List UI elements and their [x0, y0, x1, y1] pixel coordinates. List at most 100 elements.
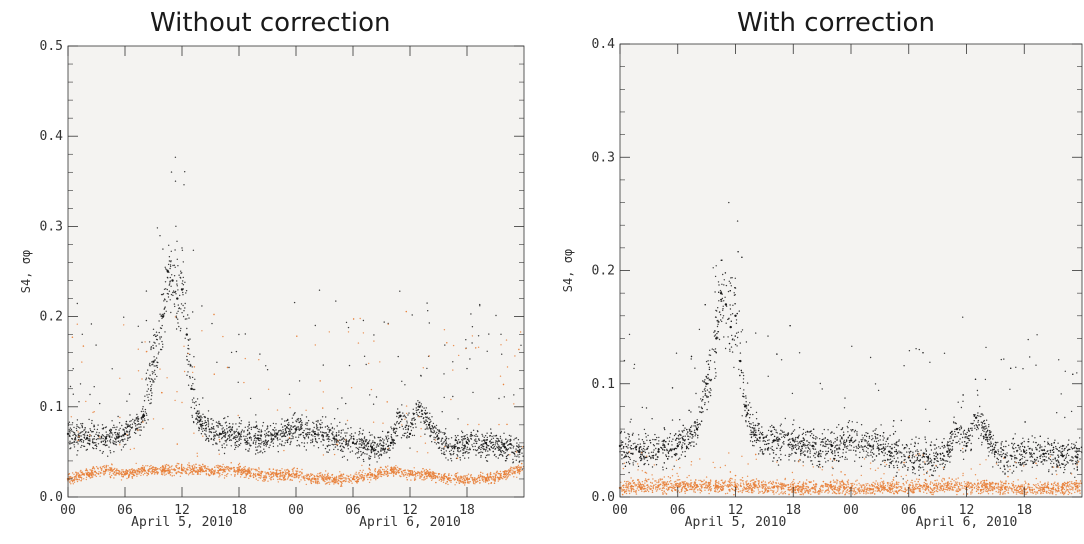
data-point	[142, 464, 144, 467]
data-point	[418, 411, 421, 414]
data-point	[389, 449, 391, 451]
data-point	[185, 470, 187, 472]
data-point	[457, 434, 459, 437]
data-point	[96, 445, 98, 448]
data-point	[399, 420, 402, 423]
data-point	[405, 412, 408, 415]
data-point	[317, 473, 319, 475]
data-point	[111, 368, 113, 370]
data-point	[224, 474, 226, 477]
data-point	[379, 475, 381, 477]
x-tick-label: 12	[174, 503, 190, 518]
data-point	[153, 471, 155, 473]
data-point	[205, 472, 208, 475]
data-point	[435, 427, 437, 429]
data-point	[367, 473, 370, 475]
data-point	[434, 439, 437, 441]
data-point	[181, 463, 183, 466]
data-point	[274, 435, 277, 437]
sigma-phi-series	[66, 310, 525, 487]
data-point	[313, 431, 315, 433]
data-point	[488, 448, 490, 450]
data-point	[255, 446, 257, 448]
data-point	[185, 333, 188, 336]
data-point	[352, 437, 355, 440]
data-point	[140, 418, 143, 420]
data-point	[193, 402, 196, 404]
data-point	[484, 480, 487, 482]
data-point	[440, 440, 442, 442]
data-point	[416, 409, 419, 411]
data-point	[235, 423, 237, 425]
data-point	[520, 344, 522, 346]
data-point	[511, 469, 513, 471]
data-point	[506, 450, 508, 452]
data-point	[360, 444, 363, 446]
data-point	[240, 436, 243, 438]
data-point	[217, 464, 219, 466]
data-point	[372, 421, 375, 423]
data-point	[378, 473, 380, 475]
data-point	[198, 470, 200, 472]
data-point	[80, 446, 82, 448]
data-point	[80, 435, 82, 437]
data-point	[296, 467, 298, 470]
data-point	[363, 476, 365, 479]
data-point	[411, 470, 413, 472]
data-point	[161, 313, 163, 316]
data-point	[79, 383, 82, 385]
data-point	[124, 438, 126, 440]
data-point	[199, 415, 201, 417]
data-point	[426, 420, 428, 423]
data-point	[298, 421, 301, 424]
data-point	[490, 442, 492, 445]
data-point	[404, 418, 406, 420]
data-point	[449, 453, 451, 455]
data-point	[429, 427, 431, 430]
data-point	[275, 472, 278, 474]
data-point	[335, 477, 337, 479]
data-point	[411, 422, 413, 424]
data-point	[89, 469, 91, 471]
data-point	[431, 416, 433, 418]
data-point	[216, 434, 218, 436]
data-point	[155, 335, 157, 337]
scatter-plot-without-correction: 0.00.10.20.30.40.500 06 12 18 00 06 12 18April …	[19, 39, 525, 530]
data-point	[167, 470, 169, 472]
data-point	[183, 184, 185, 186]
data-point	[165, 310, 167, 312]
data-point	[520, 467, 522, 469]
data-point	[186, 374, 188, 376]
data-point	[317, 427, 319, 429]
data-point	[108, 473, 111, 475]
data-point	[207, 417, 209, 420]
data-point	[393, 471, 395, 474]
data-point	[448, 438, 450, 440]
data-point	[263, 433, 266, 436]
data-point	[395, 427, 397, 429]
data-point	[517, 471, 519, 473]
data-point	[272, 475, 275, 477]
data-point	[367, 445, 370, 448]
data-point	[366, 444, 368, 446]
data-point	[521, 446, 524, 448]
data-point	[178, 467, 181, 469]
data-point	[449, 478, 451, 480]
data-point	[329, 481, 331, 483]
data-point	[406, 431, 409, 433]
data-point	[403, 435, 405, 437]
data-point	[210, 470, 213, 472]
data-point	[434, 475, 437, 477]
data-point	[373, 441, 376, 444]
data-point	[165, 463, 168, 466]
data-point	[433, 474, 435, 476]
data-point	[119, 435, 121, 437]
data-point	[371, 434, 373, 436]
data-point	[254, 443, 257, 445]
data-point	[89, 429, 92, 432]
y-axis-label: S4, σφ	[19, 250, 33, 293]
data-point	[490, 478, 493, 480]
data-point	[143, 470, 146, 472]
data-point	[106, 440, 109, 442]
data-point	[304, 479, 306, 482]
